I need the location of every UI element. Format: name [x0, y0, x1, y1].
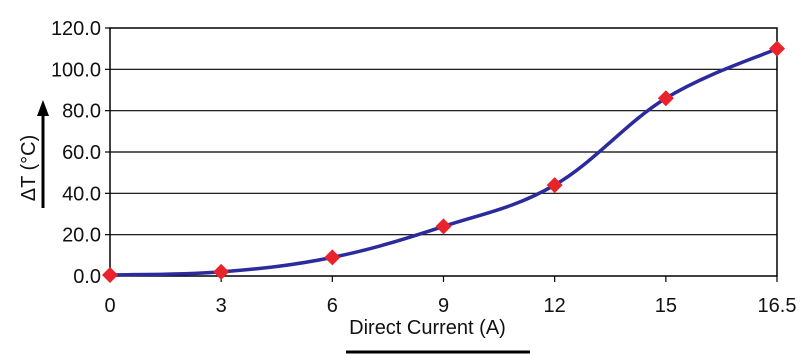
data-point-marker-0	[102, 266, 118, 283]
x-tick-label: 6	[327, 295, 338, 317]
series-line-0	[108, 46, 779, 277]
y-axis-ticks: 0.0 20.0 40.0 60.0 80.0 100.0 120.0	[51, 18, 110, 288]
y-axis-title: ΔT (°C)	[18, 135, 40, 202]
x-axis-title: Direct Current (A)	[349, 317, 506, 339]
x-tick-label: 12	[544, 295, 566, 317]
data-point-marker-2	[324, 249, 341, 266]
y-tick-label: 40.0	[62, 183, 101, 205]
x-axis-ticks: 0 3 6 9 12 15 16.5	[104, 276, 796, 317]
x-tick-label: 9	[438, 295, 449, 317]
y-tick-label: 100.0	[51, 59, 101, 81]
y-tick-label: 120.0	[51, 18, 101, 40]
y-axis-arrow-head	[37, 100, 49, 116]
data-point-marker-1	[213, 263, 230, 280]
y-tick-label: 60.0	[62, 142, 101, 164]
x-tick-label: 15	[655, 295, 677, 317]
series-layer	[102, 40, 785, 283]
x-tick-label: 16.5	[758, 295, 797, 317]
y-tick-label: 20.0	[62, 225, 101, 247]
data-point-marker-4	[546, 177, 563, 194]
x-tick-label: 0	[104, 295, 115, 317]
data-point-marker-3	[435, 218, 452, 235]
grid-lines	[110, 68, 777, 236]
data-point-marker-5	[657, 90, 674, 107]
x-tick-label: 3	[216, 295, 227, 317]
y-tick-label: 0.0	[73, 266, 101, 288]
data-point-marker-6	[769, 40, 785, 57]
y-tick-label: 80.0	[62, 101, 101, 123]
